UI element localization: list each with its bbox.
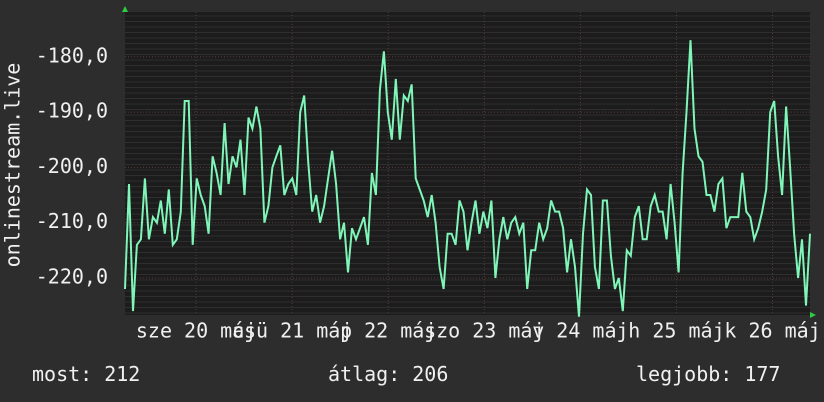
axis-arrow [122, 6, 128, 12]
x-tick-label: k 26 máj [724, 319, 820, 343]
stat-value: 177 [744, 362, 780, 386]
stat: most: 212 [32, 362, 140, 386]
stat-value: 212 [104, 362, 140, 386]
axis-arrow [810, 312, 816, 318]
stat-label: legjobb: [636, 362, 732, 386]
data-line [124, 40, 811, 317]
grid [125, 12, 810, 315]
x-tick-label: csü 21 máj [232, 319, 352, 343]
y-axis-label: onlinestream.live [1, 63, 25, 268]
stat-label: most: [32, 362, 92, 386]
plot-area [125, 12, 810, 315]
x-tick-label: szo 23 máj [424, 319, 544, 343]
y-tick-label: -220,0 [36, 264, 108, 288]
y-tick-label: -210,0 [36, 209, 108, 233]
y-tick-label: -190,0 [36, 99, 108, 123]
x-tick-label: sze 20 máj [136, 319, 256, 343]
stat: átlag: 206 [328, 362, 448, 386]
y-tick-label: -180,0 [36, 43, 108, 67]
x-tick-label: v 24 máj [532, 319, 628, 343]
y-tick-label: -200,0 [36, 154, 108, 178]
stat: legjobb: 177 [636, 362, 780, 386]
stat-label: átlag: [328, 362, 400, 386]
stat-value: 206 [412, 362, 448, 386]
x-tick-label: p 22 máj [340, 319, 436, 343]
x-tick-label: h 25 máj [628, 319, 724, 343]
